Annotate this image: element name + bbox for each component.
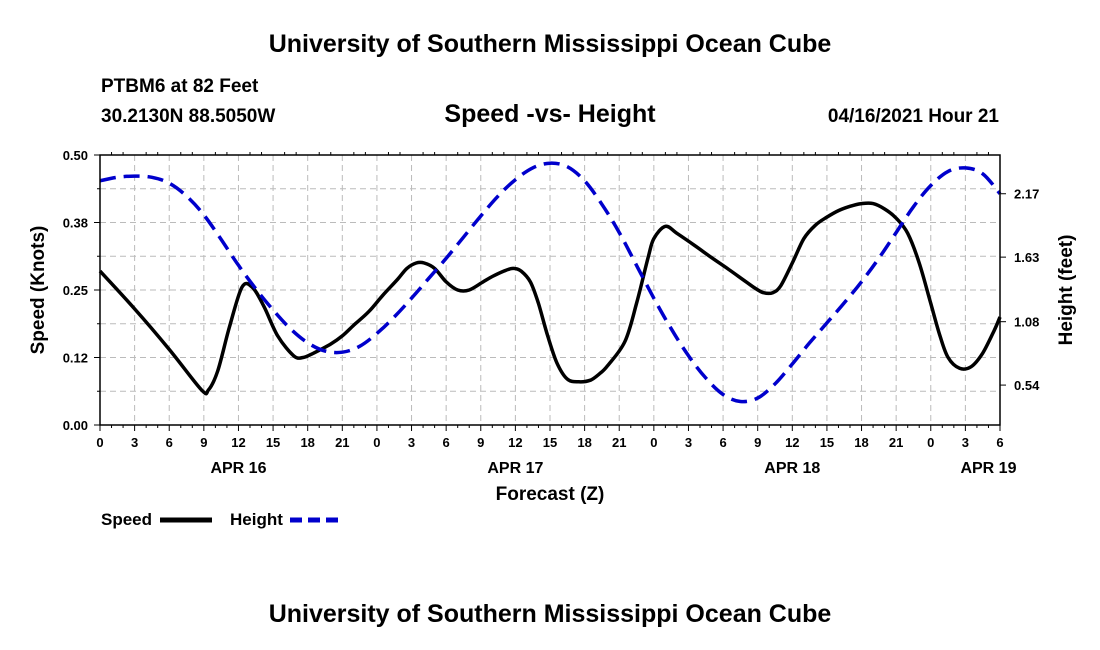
forecast-datetime: 04/16/2021 Hour 21: [827, 106, 999, 127]
y2-tick-label: 1.63: [1014, 250, 1039, 265]
x-tick-label: 21: [889, 435, 903, 450]
axis-labels: 0 3 6 9 12 15 18 21 0 3 6 9 12 15 18 21 0 3 6 9 12 15 18 21 0 3 6 A…: [63, 148, 1040, 477]
x-tick-label: 21: [612, 435, 626, 450]
page-footer-title: University of Southern Mississippi Ocean…: [268, 600, 832, 628]
x-tick-label: 18: [300, 435, 314, 450]
date-label: APR 19: [960, 460, 1016, 477]
x-tick-label: 18: [854, 435, 868, 450]
station-label: PTBM6 at 82 Feet: [101, 76, 259, 97]
y-axis-title: Speed (Knots): [28, 226, 49, 355]
x-tick-label: 12: [508, 435, 522, 450]
date-label: APR 16: [210, 460, 266, 477]
station-coordinates: 30.2130N 88.5050W: [101, 106, 276, 127]
x-tick-label: 12: [785, 435, 799, 450]
chart-title: Speed -vs- Height: [444, 100, 656, 128]
x-tick-label: 3: [962, 435, 969, 450]
x-tick-label: 6: [166, 435, 173, 450]
x-tick-label: 15: [543, 435, 557, 450]
x-tick-label: 0: [96, 435, 103, 450]
page-title: University of Southern Mississippi Ocean…: [268, 30, 832, 58]
y2-tick-label: 2.17: [1014, 187, 1039, 202]
x-tick-label: 9: [754, 435, 761, 450]
x-tick-label: 12: [231, 435, 245, 450]
x-tick-label: 3: [408, 435, 415, 450]
x-tick-label: 0: [927, 435, 934, 450]
date-label: APR 18: [764, 460, 820, 477]
y-tick-label: 0.00: [63, 418, 88, 433]
y-tick-label: 0.50: [63, 148, 88, 163]
y-tick-label: 0.25: [63, 283, 88, 298]
x-tick-label: 9: [477, 435, 484, 450]
x-tick-label: 3: [131, 435, 138, 450]
x-tick-label: 0: [373, 435, 380, 450]
y-tick-label: 0.38: [63, 216, 88, 231]
axis-ticks: [94, 152, 1006, 431]
y2-tick-label: 0.54: [1014, 378, 1040, 393]
legend-label-speed: Speed: [101, 510, 152, 529]
series-line-height: [99, 161, 1002, 404]
x-tick-label: 18: [577, 435, 591, 450]
legend-label-height: Height: [230, 510, 283, 529]
x-axis-title: Forecast (Z): [496, 484, 605, 505]
x-tick-label: 9: [200, 435, 207, 450]
x-tick-label: 21: [335, 435, 349, 450]
legend: Speed Height: [101, 510, 342, 529]
y2-axis-title: Height (feet): [1056, 235, 1077, 346]
y2-tick-label: 1.08: [1014, 315, 1039, 330]
series-lines: [98, 161, 1002, 404]
series-line-speed: [98, 201, 1002, 396]
x-tick-label: 3: [685, 435, 692, 450]
y-tick-label: 0.12: [63, 351, 88, 366]
x-tick-label: 6: [996, 435, 1003, 450]
x-tick-label: 6: [443, 435, 450, 450]
date-label: APR 17: [487, 460, 543, 477]
x-tick-label: 6: [719, 435, 726, 450]
grid-lines: [100, 155, 1000, 425]
x-tick-label: 15: [266, 435, 280, 450]
x-tick-label: 15: [820, 435, 834, 450]
x-tick-label: 0: [650, 435, 657, 450]
